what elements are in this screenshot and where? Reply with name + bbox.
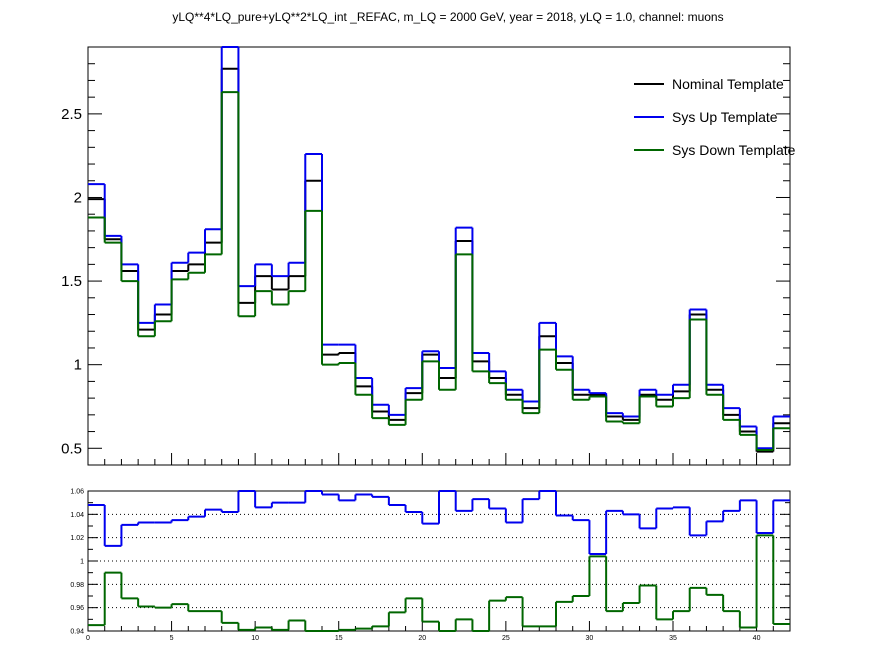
ratio-x-tick-label: 40 [753, 635, 761, 642]
main-y-tick-label: 0.5 [61, 440, 82, 457]
ratio-plot-ticks: 0.94 0.96 0.98 1 1.02 1.04 1.06 0 5 10 15 20 25 30 35 4… [70, 489, 791, 642]
legend-label-nominal: Nominal Template [672, 76, 784, 92]
legend: Nominal Template Sys Up Template Sys Dow… [634, 76, 796, 158]
ratio-x-tick-label: 15 [335, 635, 343, 642]
main-plot-panel: 0.5 1 1.5 2 2.5 [61, 46, 791, 466]
main-series-0 [88, 67, 790, 453]
ratio-plot-series [88, 490, 790, 632]
ratio-y-tick-label: 1.06 [70, 489, 84, 496]
ratio-x-tick-label: 10 [251, 635, 259, 642]
main-plot-ticks: 0.5 1 1.5 2 2.5 [61, 46, 791, 466]
legend-label-sys-down: Sys Down Template [672, 142, 796, 158]
main-y-tick-label: 2 [74, 189, 82, 206]
ratio-y-tick-label: 0.94 [70, 629, 84, 636]
main-y-tick-label: 1.5 [61, 273, 82, 290]
ratio-y-tick-label: 1.02 [70, 535, 84, 542]
legend-label-sys-up: Sys Up Template [672, 109, 778, 125]
ratio-x-tick-label: 35 [669, 635, 677, 642]
chart-title: yLQ**4*LQ_pure+yLQ**2*LQ_int _REFAC, m_L… [172, 10, 723, 24]
ratio-x-tick-label: 5 [170, 635, 174, 642]
legend-entry-sys-up: Sys Up Template [634, 109, 778, 125]
ratio-series-0 [88, 490, 790, 555]
ratio-x-tick-label: 0 [86, 635, 90, 642]
legend-entry-sys-down: Sys Down Template [634, 142, 796, 158]
ratio-y-tick-label: 1 [80, 559, 84, 566]
ratio-plot-panel: 0.94 0.96 0.98 1 1.02 1.04 1.06 0 5 10 15 20 25 30 35 4… [70, 489, 791, 642]
ratio-y-tick-label: 0.98 [70, 582, 84, 589]
main-plot-series [88, 46, 790, 453]
legend-entry-nominal: Nominal Template [634, 76, 784, 92]
ratio-plot-grid [88, 513, 790, 609]
ratio-y-tick-label: 0.96 [70, 605, 84, 612]
main-series-2 [88, 91, 790, 451]
ratio-y-tick-label: 1.04 [70, 512, 84, 519]
ratio-x-tick-label: 20 [418, 635, 426, 642]
main-y-tick-label: 2.5 [61, 106, 82, 123]
ratio-series-1 [88, 534, 790, 632]
ratio-x-tick-label: 25 [502, 635, 510, 642]
ratio-x-tick-label: 30 [586, 635, 594, 642]
main-y-tick-label: 1 [74, 357, 82, 374]
